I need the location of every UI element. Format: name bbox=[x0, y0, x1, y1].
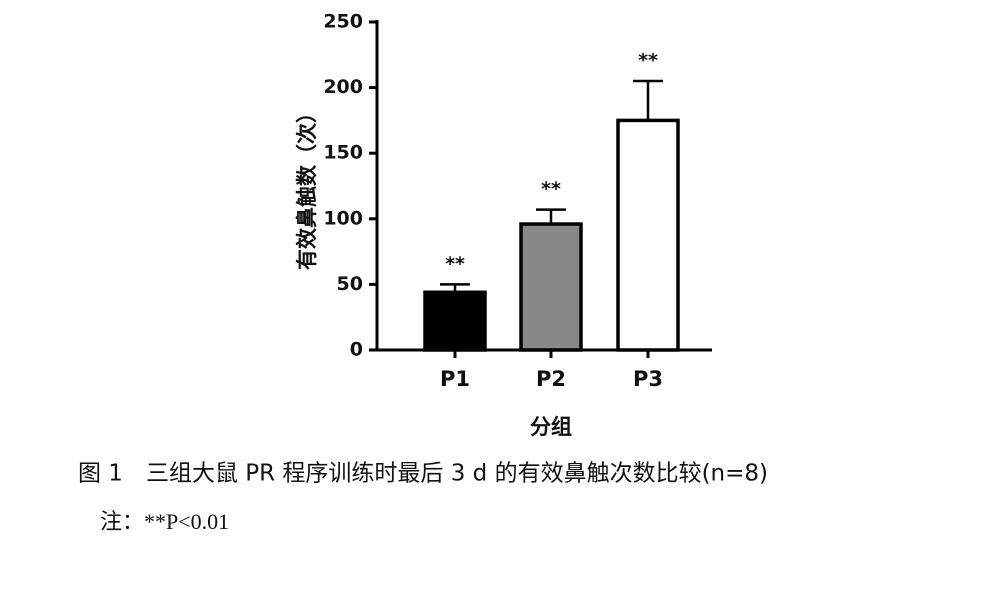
y-tick-label: 200 bbox=[323, 76, 363, 98]
y-tick-label: 150 bbox=[323, 142, 363, 164]
caption: 图 1 三组大鼠 PR 程序训练时最后 3 d 的有效鼻触次数比较(n=8) bbox=[78, 461, 768, 487]
bar bbox=[616, 118, 680, 352]
x-tick-label: P3 bbox=[633, 367, 663, 391]
y-tick-label: 250 bbox=[323, 11, 363, 33]
x-axis-title: 分组 bbox=[530, 415, 572, 439]
note: 注：**P<0.01 bbox=[100, 509, 229, 534]
significance: ** bbox=[541, 178, 561, 200]
y-tick-label: 0 bbox=[350, 339, 363, 361]
bar bbox=[423, 290, 487, 352]
significance: ** bbox=[445, 253, 465, 275]
significance: ** bbox=[638, 50, 658, 72]
y-tick-label: 50 bbox=[337, 273, 363, 295]
y-axis-title: 有效鼻触数（次） bbox=[295, 102, 319, 270]
x-tick-label: P1 bbox=[440, 367, 470, 391]
x-tick-label: P2 bbox=[536, 367, 566, 391]
y-tick-label: 100 bbox=[323, 207, 363, 229]
bar bbox=[519, 222, 583, 352]
